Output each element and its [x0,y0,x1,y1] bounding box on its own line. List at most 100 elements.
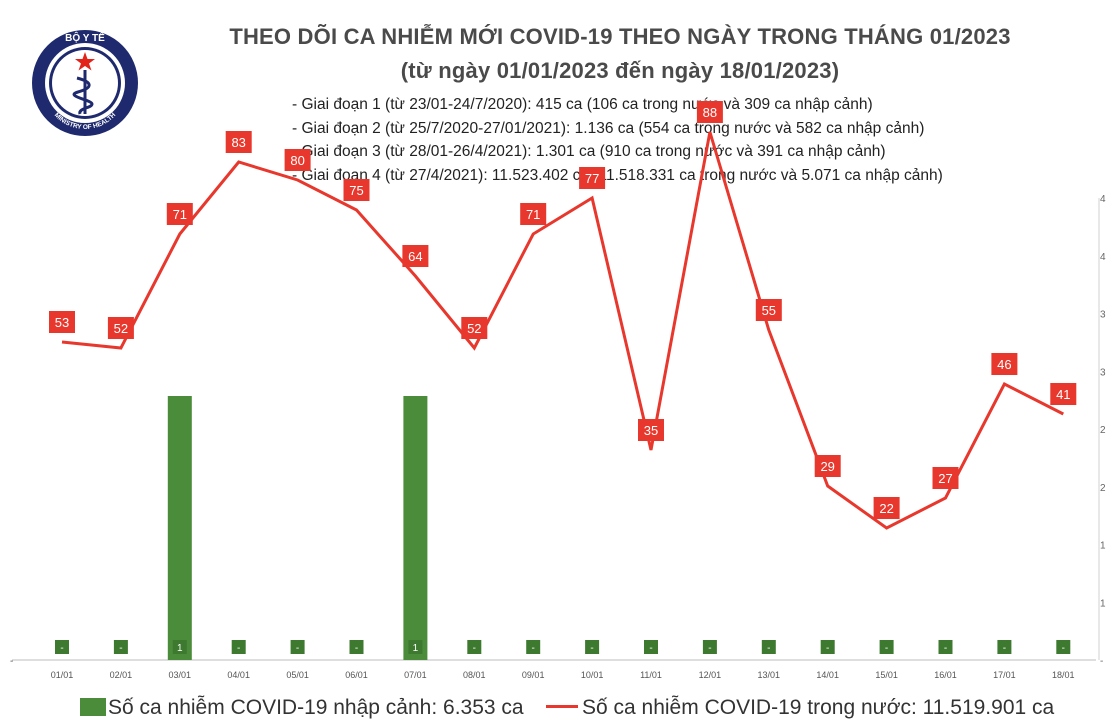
phase-summary-list: - Giai đoạn 1 (từ 23/01-24/7/2020): 415 … [292,93,943,187]
legend-line: Số ca nhiễm COVID-19 trong nước: 11.519.… [546,696,1054,720]
x-tick-label: 07/01 [404,670,427,680]
line-data-label: 83 [231,135,245,150]
line-label-box [932,467,959,489]
x-tick-label: 05/01 [286,670,309,680]
legend-line-label: Số ca nhiễm COVID-19 trong nước: 11.519.… [582,696,1055,719]
right-axis-tick-label: 2 [1100,425,1106,436]
line-data-label: 22 [879,501,893,516]
line-data-label: 52 [467,321,481,336]
line-label-box [873,497,900,519]
legend-bar-swatch [80,698,106,716]
bar-label-box [761,640,776,654]
x-tick-label: 04/01 [227,670,250,680]
bar-data-label: - [60,643,63,654]
bar-data-label: - [767,643,770,654]
bar-data-label: - [119,643,122,654]
bar-label-box [408,640,423,654]
phase-item: - Giai đoạn 4 (từ 27/4/2021): 11.523.402… [292,166,943,184]
line-data-label: 52 [114,321,128,336]
line-data-label: 29 [820,459,834,474]
line-data-label: 64 [408,249,422,264]
x-tick-label: 11/01 [640,670,662,680]
bar-label-box [467,640,482,654]
right-axis-tick-label: - [1100,656,1103,667]
line-label-box [107,317,134,339]
bar-label-box [997,640,1012,654]
bar-label-box [290,640,305,654]
bar-data-label: - [885,643,888,654]
bar-label-box [55,640,69,654]
line-label-box [225,131,252,153]
phase-item: - Giai đoạn 1 (từ 23/01-24/7/2020): 415 … [292,96,873,113]
bar-data-label: 1 [177,643,183,654]
x-tick-label: 18/01 [1052,670,1075,680]
x-tick-label: 15/01 [875,670,898,680]
right-axis-tick-label: 3 [1100,310,1106,321]
line-label-box [343,179,370,201]
line-label-box [49,311,75,333]
bar-data-label: - [708,643,711,654]
line-label-box [1050,383,1077,405]
bar-data-label: - [473,643,476,654]
bar-label-box [644,640,658,654]
bar-data-label: 1 [413,643,419,654]
bar-data-label: - [649,643,652,654]
bar-data-label: - [944,643,947,654]
line-data-label: 77 [585,171,599,186]
domestic-cases-line [61,131,1064,530]
x-tick-label: 08/01 [463,670,486,680]
line-data-label: 88 [703,105,717,120]
bar-label-box [938,640,953,654]
bar-data-label: - [296,643,299,654]
legend-bar: Số ca nhiễm COVID-19 nhập cảnh: 6.353 ca [80,696,524,720]
line-label-box [520,203,547,225]
line-data-label: 53 [55,315,69,330]
right-axis-tick-label: 4 [1100,194,1106,205]
bar-data-label: - [237,643,240,654]
bar-data-label: - [355,643,358,654]
bar-data-label: - [826,643,829,654]
bar-label-box [879,640,894,654]
x-tick-label: 09/01 [522,670,545,680]
logo-text-top: BỘ Y TẾ [65,31,105,44]
line-label-box [579,167,606,189]
right-axis-tick-label: 2 [1100,483,1106,494]
bar-label-box [1056,640,1071,654]
right-axis-tick-label: 3 [1100,367,1106,378]
x-tick-label: 02/01 [110,670,133,680]
bar [167,396,192,660]
line-label-box [461,317,488,339]
left-axis-zero-label: - [10,656,13,667]
x-tick-label: 16/01 [934,670,957,680]
bar [403,396,428,660]
line-data-label: 80 [290,153,304,168]
right-axis-tick-label: 1 [1100,541,1106,552]
phase-item: - Giai đoạn 2 (từ 25/7/2020-27/01/2021):… [292,119,925,137]
line-label-box [696,101,723,123]
legend-bar-label: Số ca nhiễm COVID-19 nhập cảnh: 6.353 ca [108,696,524,719]
bar-data-label: - [1003,643,1006,654]
bar-data-label: - [590,643,593,654]
line-label-box [402,245,429,267]
x-tick-label: 06/01 [345,670,368,680]
chart-subtitle: (từ ngày 01/01/2023 đến ngày 18/01/2023) [400,58,840,83]
line-data-label: 71 [173,207,187,222]
bar-data-label: - [532,643,535,654]
right-axis-tick-label: 1 [1100,598,1106,609]
bar-label-box [113,640,128,654]
phase-item: - Giai đoạn 3 (từ 28/01-26/4/2021): 1.30… [292,143,886,160]
line-data-label: 35 [644,423,658,438]
line-data-label: 46 [997,357,1011,372]
x-tick-label: 03/01 [169,670,192,680]
legend-line-swatch [546,705,578,708]
line-label-box [284,149,311,171]
line-label-box [755,299,782,321]
line-data-label: 55 [762,303,776,318]
bar-label-box [526,640,541,654]
line-data-label: 41 [1056,387,1070,402]
bar-label-box [172,640,187,654]
x-tick-label: 12/01 [699,670,722,680]
bar-label-box [820,640,835,654]
line-data-label: 75 [349,183,363,198]
